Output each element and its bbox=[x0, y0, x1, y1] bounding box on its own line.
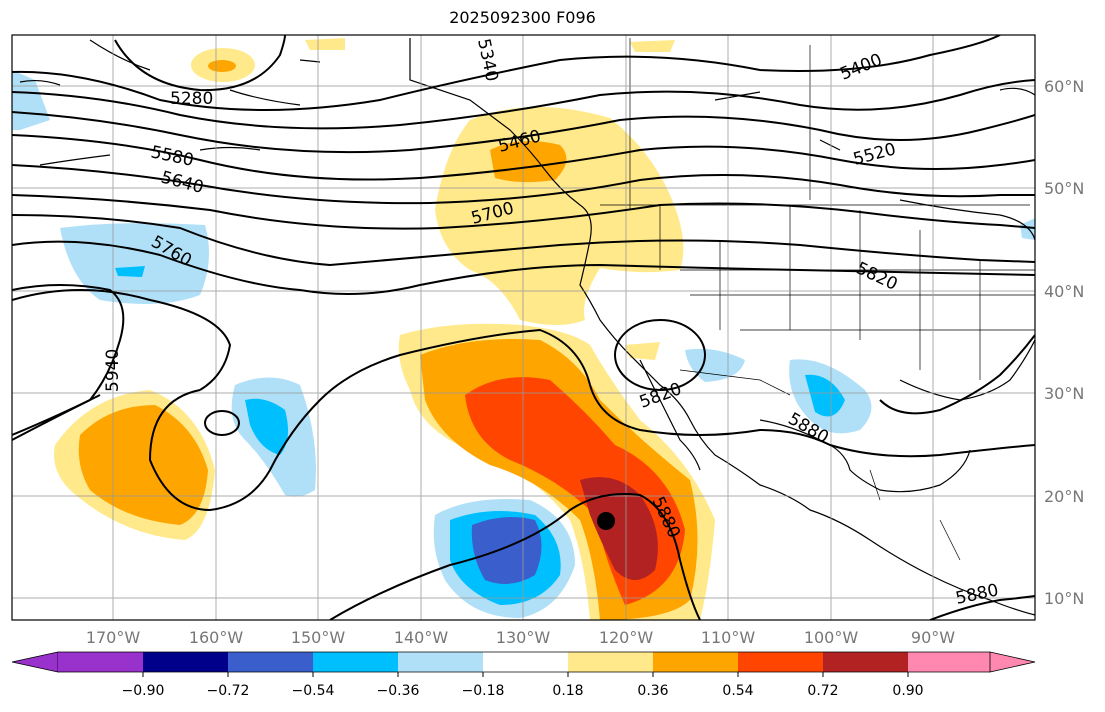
colorbar-extend-low bbox=[11, 651, 59, 673]
graticule bbox=[12, 35, 1035, 620]
colorbar-segment bbox=[568, 652, 654, 672]
colorbar-segment bbox=[653, 652, 739, 672]
colorbar-tick: 0.72 bbox=[807, 683, 838, 699]
lon-tick: 90°W bbox=[911, 628, 955, 647]
colorbar: −0.90 −0.72 −0.54 −0.36 −0.18 0.18 0.36 … bbox=[11, 651, 1036, 699]
longitude-ticks: 170°W 160°W 150°W 140°W 130°W 120°W 110°… bbox=[86, 628, 955, 647]
lat-tick: 40°N bbox=[1044, 282, 1084, 301]
map-title: 2025092300 F096 bbox=[449, 8, 596, 27]
colorbar-segment bbox=[313, 652, 399, 672]
lon-tick: 150°W bbox=[291, 628, 346, 647]
lon-tick: 160°W bbox=[189, 628, 244, 647]
contour-label: 5880 bbox=[954, 580, 1000, 609]
lat-tick: 10°N bbox=[1044, 589, 1084, 608]
lon-tick: 110°W bbox=[701, 628, 756, 647]
colorbar-tick: 0.54 bbox=[722, 683, 753, 699]
contour-label: 5940 bbox=[103, 349, 123, 392]
contour-label: 5280 bbox=[170, 89, 213, 109]
lat-tick: 60°N bbox=[1044, 77, 1084, 96]
colorbar-segment bbox=[908, 652, 990, 672]
lon-tick: 140°W bbox=[394, 628, 449, 647]
colorbar-segment bbox=[823, 652, 909, 672]
lon-tick: 100°W bbox=[804, 628, 859, 647]
contour-label: 5580 bbox=[149, 142, 195, 171]
colorbar-tick: 0.90 bbox=[892, 683, 923, 699]
colorbar-tick: −0.54 bbox=[292, 683, 335, 699]
contour-label: 5820 bbox=[637, 379, 684, 413]
latitude-ticks: 60°N 50°N 40°N 30°N 20°N 10°N bbox=[1044, 77, 1084, 608]
contour-label: 5640 bbox=[159, 168, 206, 199]
colorbar-segment bbox=[58, 652, 144, 672]
lat-tick: 30°N bbox=[1044, 384, 1084, 403]
storm-center-dot bbox=[597, 512, 615, 530]
map-frame bbox=[11, 34, 1036, 621]
colorbar-segment bbox=[398, 652, 484, 672]
lat-tick: 50°N bbox=[1044, 179, 1084, 198]
colorbar-segment bbox=[738, 652, 824, 672]
lon-tick: 120°W bbox=[599, 628, 654, 647]
colorbar-tick: 0.36 bbox=[637, 683, 668, 699]
lon-tick: 130°W bbox=[496, 628, 551, 647]
colorbar-tick: −0.90 bbox=[122, 683, 165, 699]
colorbar-segment bbox=[143, 652, 229, 672]
colorbar-tick: −0.72 bbox=[207, 683, 250, 699]
colorbar-tick: −0.18 bbox=[462, 683, 505, 699]
colorbar-segment bbox=[483, 652, 569, 672]
lat-tick: 20°N bbox=[1044, 487, 1084, 506]
colorbar-tick: −0.36 bbox=[377, 683, 420, 699]
contour-label: 5400 bbox=[837, 50, 885, 85]
anomaly-fills bbox=[12, 38, 1035, 620]
colorbar-tick: 0.18 bbox=[552, 683, 583, 699]
colorbar-segment bbox=[228, 652, 314, 672]
colorbar-extend-high bbox=[989, 651, 1036, 673]
height-contours bbox=[12, 35, 1035, 620]
lon-tick: 170°W bbox=[86, 628, 141, 647]
